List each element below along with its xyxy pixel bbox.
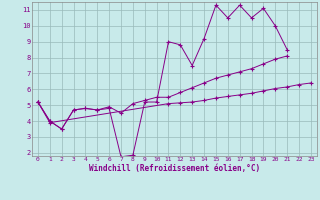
X-axis label: Windchill (Refroidissement éolien,°C): Windchill (Refroidissement éolien,°C) <box>89 164 260 173</box>
